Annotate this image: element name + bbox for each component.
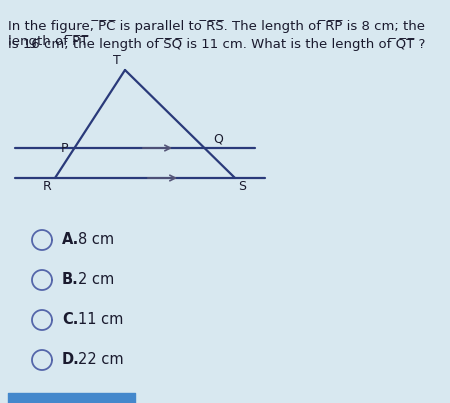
Text: A.: A. bbox=[62, 233, 79, 247]
Text: Q: Q bbox=[213, 132, 223, 145]
Text: 8 cm: 8 cm bbox=[78, 233, 114, 247]
Text: S: S bbox=[238, 180, 246, 193]
Text: P: P bbox=[60, 141, 68, 154]
Text: is 16 cm; the length of ̅S̅Q̅ is 11 cm. What is the length of ̅Q̅T̅ ?: is 16 cm; the length of ̅S̅Q̅ is 11 cm. … bbox=[8, 38, 425, 51]
Text: 2 cm: 2 cm bbox=[78, 272, 114, 287]
Text: R: R bbox=[43, 180, 52, 193]
Text: D.: D. bbox=[62, 353, 80, 368]
Text: In the figure, ̅P̅C̅ is parallel to ̅R̅S̅. The length of ̅R̅P̅ is 8 cm; the leng: In the figure, ̅P̅C̅ is parallel to ̅R̅S… bbox=[8, 20, 425, 48]
Text: C.: C. bbox=[62, 312, 78, 328]
Text: 11 cm: 11 cm bbox=[78, 312, 123, 328]
Text: B.: B. bbox=[62, 272, 79, 287]
Text: T: T bbox=[113, 54, 121, 67]
Text: 22 cm: 22 cm bbox=[78, 353, 124, 368]
